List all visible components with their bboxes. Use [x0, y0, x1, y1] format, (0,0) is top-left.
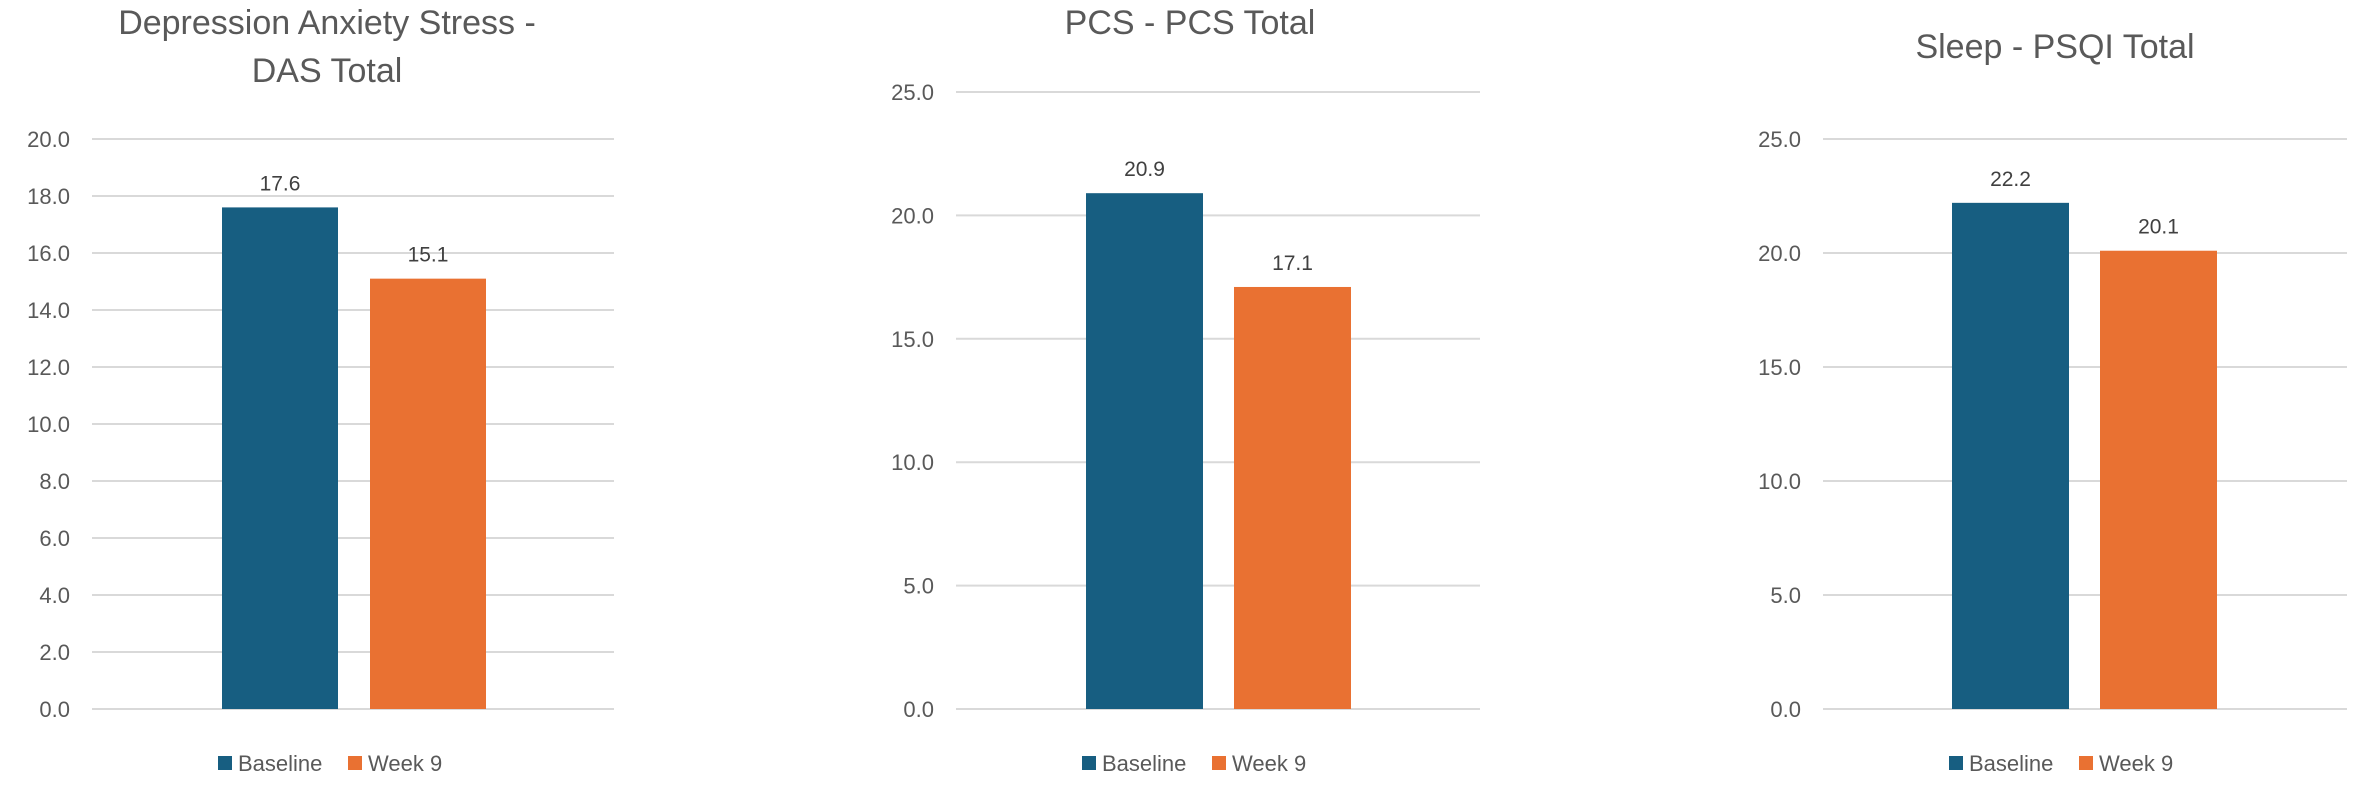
bar-baseline: [1952, 202, 2069, 709]
legend-label: Baseline: [1969, 751, 2053, 776]
legend-label: Week 9: [368, 751, 442, 776]
legend-swatch: [2079, 756, 2093, 770]
legend-label: Baseline: [238, 751, 322, 776]
chart-title-line: DAS Total: [252, 52, 403, 90]
y-tick-label: 8.0: [39, 469, 70, 494]
data-label: 22.2: [1990, 168, 2031, 191]
legend-swatch: [1949, 756, 1963, 770]
chart-title: PCS - PCS Total: [1065, 4, 1316, 42]
y-tick-label: 4.0: [39, 583, 70, 608]
chart-title: Depression Anxiety Stress - DAS Total: [118, 4, 536, 90]
y-tick-label: 15.0: [1758, 355, 1801, 380]
bar-baseline: [1086, 193, 1203, 710]
chart-title-line: PCS - PCS Total: [1065, 4, 1316, 42]
data-label: 17.1: [1272, 252, 1313, 275]
y-tick-label: 5.0: [1770, 583, 1801, 608]
legend-swatch: [218, 756, 232, 770]
legend-label: Week 9: [1232, 751, 1306, 776]
y-tick-label: 0.0: [1770, 697, 1801, 722]
y-tick-label: 6.0: [39, 526, 70, 551]
chart-2: PCS - PCS Total 0.0 5.0 10.0 15.0 20.0 25.0 20.…: [891, 4, 1480, 776]
y-tick-label: 15.0: [891, 327, 934, 352]
bar-week-9: [2100, 250, 2217, 709]
data-label: 20.1: [2138, 216, 2179, 239]
y-tick-label: 10.0: [891, 450, 934, 475]
legend-label: Week 9: [2099, 751, 2173, 776]
y-tick-label: 14.0: [27, 298, 70, 323]
legend-swatch: [1212, 756, 1226, 770]
y-tick-label: 12.0: [27, 355, 70, 380]
y-tick-label: 20.0: [1758, 241, 1801, 266]
legend-swatch: [348, 756, 362, 770]
chart-3: Sleep - PSQI Total 0.0 5.0 10.0 15.0 20.0 25.0…: [1758, 28, 2347, 776]
legend-label: Baseline: [1102, 751, 1186, 776]
y-tick-label: 25.0: [1758, 127, 1801, 152]
y-tick-label: 10.0: [27, 412, 70, 437]
legend-swatch: [1082, 756, 1096, 770]
chart-1: Depression Anxiety Stress - DAS Total 0.0 2…: [27, 4, 614, 776]
chart-title-line: Sleep - PSQI Total: [1915, 28, 2194, 66]
chart-title-line: Depression Anxiety Stress -: [118, 4, 536, 42]
chart-title: Sleep - PSQI Total: [1915, 28, 2194, 66]
y-tick-label: 10.0: [1758, 469, 1801, 494]
y-tick-label: 18.0: [27, 184, 70, 209]
y-tick-label: 2.0: [39, 640, 70, 665]
data-label: 20.9: [1124, 158, 1165, 181]
y-tick-label: 0.0: [903, 697, 934, 722]
data-label: 17.6: [260, 172, 301, 195]
y-tick-label: 25.0: [891, 80, 934, 105]
y-tick-label: 16.0: [27, 241, 70, 266]
y-tick-label: 20.0: [27, 127, 70, 152]
data-label: 15.1: [408, 244, 449, 267]
y-tick-label: 20.0: [891, 203, 934, 228]
bar-week-9: [370, 278, 486, 709]
y-tick-label: 5.0: [903, 574, 934, 599]
bar-baseline: [222, 207, 338, 709]
bar-week-9: [1234, 286, 1351, 709]
y-tick-label: 0.0: [39, 697, 70, 722]
